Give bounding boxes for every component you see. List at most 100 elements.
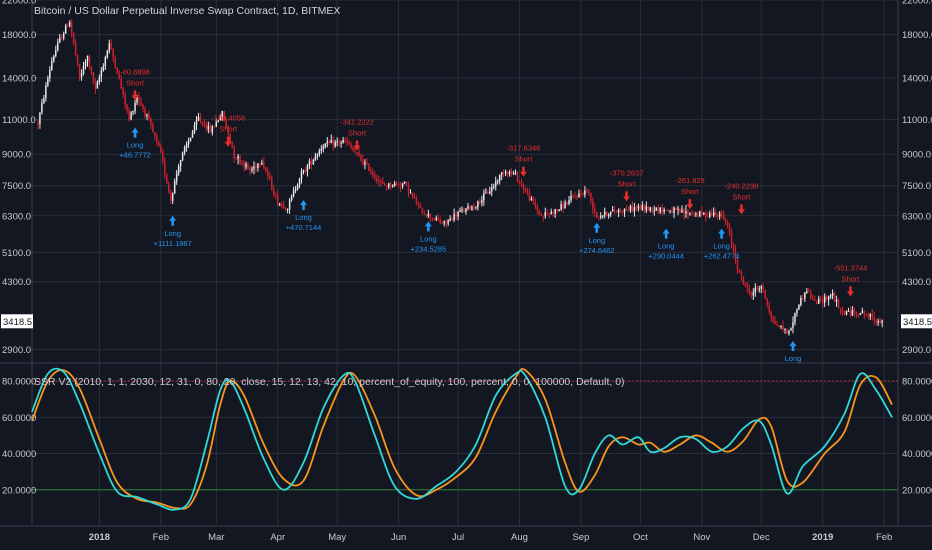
candle-body	[64, 25, 67, 34]
candle-body	[265, 167, 267, 172]
candle-body	[94, 82, 97, 89]
candle-body	[536, 206, 539, 211]
candle-body	[794, 313, 796, 323]
candle-body	[491, 187, 493, 192]
candle-body	[508, 171, 511, 174]
candle-body	[280, 204, 283, 206]
candle-body	[778, 325, 780, 327]
candle-body	[744, 283, 747, 287]
candle-body	[465, 208, 467, 213]
candle-body	[227, 126, 229, 134]
indicator-tick-label: 40.0000	[902, 449, 932, 460]
candle-body	[60, 37, 63, 39]
candle-body	[855, 312, 858, 315]
candle-body	[600, 215, 602, 218]
candle-body	[530, 198, 533, 201]
candle-body	[292, 190, 295, 197]
long-signal-value: +470.7144	[286, 223, 322, 232]
candle-body	[201, 121, 204, 123]
candle-body	[625, 208, 628, 211]
candle-body	[821, 299, 824, 303]
long-arrow-icon	[718, 228, 726, 239]
candle-body	[296, 184, 299, 190]
candle-body	[728, 226, 731, 233]
candle-body	[790, 328, 792, 331]
candle-body	[825, 296, 828, 300]
x-tick-label: Mar	[208, 532, 224, 543]
candle-body	[451, 218, 453, 221]
candle-body	[136, 97, 138, 103]
candle-body	[544, 212, 547, 217]
long-signal-label: Long	[127, 141, 144, 150]
candle-body	[164, 161, 166, 175]
candle-body	[695, 213, 697, 215]
candle-body	[411, 192, 414, 197]
price-tick-label: 22000.0	[2, 0, 36, 7]
short-signal-value: -317.6348	[507, 144, 541, 153]
short-signal-label: Short	[681, 187, 700, 196]
candle-body	[148, 114, 150, 119]
candle-body	[552, 211, 554, 214]
candle-body	[538, 210, 541, 214]
short-signal-label: Short	[841, 274, 860, 283]
price-tick-label: 6300.0	[2, 211, 31, 222]
candle-body	[833, 293, 836, 302]
candle-body	[372, 172, 374, 176]
candle-body	[112, 48, 114, 58]
candle-body	[808, 291, 810, 293]
candle-body	[314, 156, 317, 160]
candle-body	[774, 321, 776, 325]
candle-body	[469, 205, 471, 210]
price-tick-label: 4300.0	[2, 277, 31, 288]
candle-body	[607, 214, 610, 216]
candle-body	[748, 287, 751, 295]
candle-body	[453, 214, 455, 221]
candle-body	[306, 165, 309, 172]
x-tick-label: 2018	[89, 532, 110, 543]
candle-body	[108, 43, 111, 51]
candle-body	[742, 276, 745, 284]
candle-body	[756, 287, 759, 290]
candle-body	[284, 208, 287, 210]
indicator-tick-label: 80.0000	[902, 377, 932, 388]
candle-body	[556, 209, 558, 211]
candle-body	[76, 55, 79, 64]
candle-body	[603, 211, 606, 216]
price-tick-label: 11000.0	[2, 115, 36, 126]
candle-body	[784, 329, 786, 331]
candle-body	[663, 209, 665, 212]
long-signal-label: Long	[588, 236, 605, 245]
candle-body	[546, 212, 548, 214]
candle-body	[867, 315, 870, 317]
candle-body	[752, 292, 755, 296]
candle-body	[399, 185, 402, 187]
x-tick-label: Jul	[452, 532, 464, 543]
candle-body	[271, 178, 273, 190]
candle-body	[873, 317, 875, 321]
candle-body	[88, 55, 91, 67]
candle-body	[66, 25, 69, 27]
candle-body	[130, 112, 132, 120]
candle-body	[144, 108, 146, 117]
candle-body	[342, 139, 344, 143]
candle-body	[391, 185, 394, 187]
candle-body	[843, 311, 846, 315]
candle-body	[714, 212, 717, 217]
candle-body	[520, 181, 523, 185]
candle-body	[421, 207, 424, 214]
candle-body	[229, 133, 231, 142]
fast-line	[31, 367, 893, 511]
short-arrow-icon	[623, 191, 631, 202]
candle-body	[768, 305, 770, 313]
x-tick-label: Oct	[633, 532, 648, 543]
candle-body	[193, 125, 196, 132]
short-signal-label: Short	[514, 155, 533, 164]
long-signal-label: Long	[785, 354, 802, 363]
candle-body	[736, 260, 739, 270]
candle-body	[633, 207, 636, 212]
last-price-label: 3418.5	[903, 317, 932, 328]
long-signal-label: Long	[420, 234, 437, 243]
candle-body	[701, 211, 703, 215]
